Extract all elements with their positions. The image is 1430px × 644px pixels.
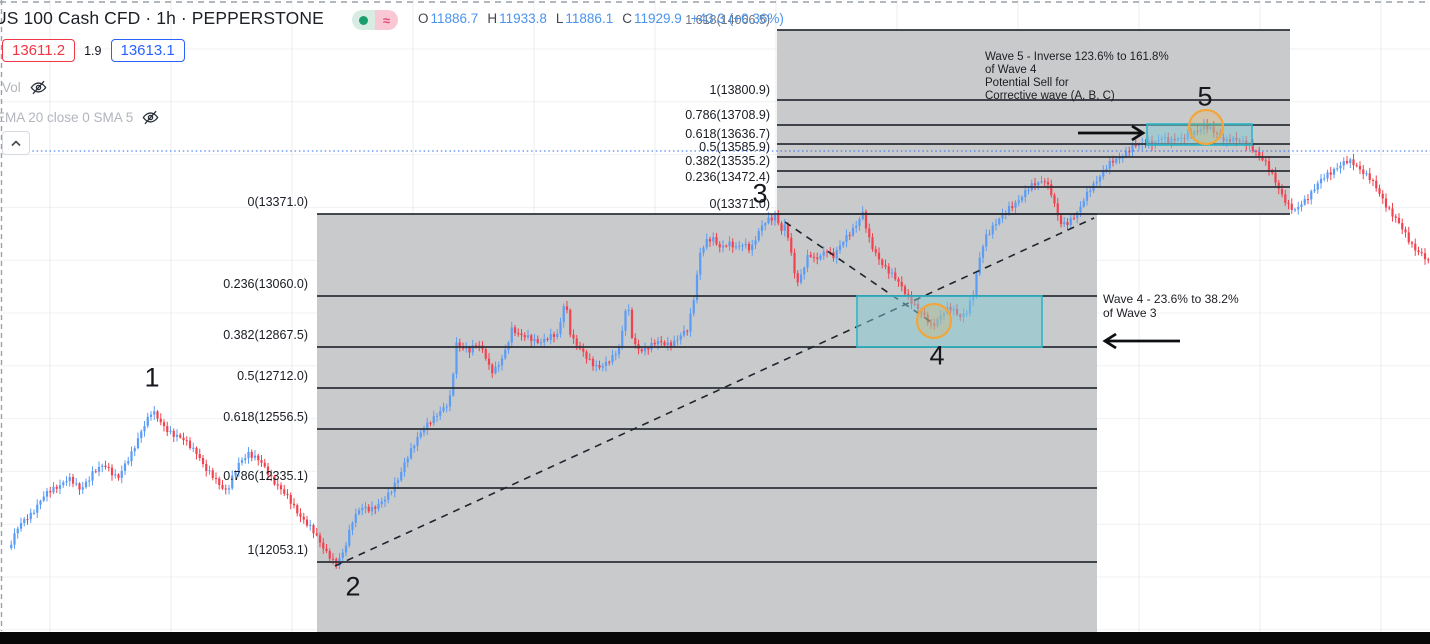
change-value: +43.3 (+0.36%): [690, 11, 784, 26]
market-open-icon: [352, 10, 375, 30]
wave-number-5[interactable]: 5: [1197, 81, 1213, 112]
wave-number-1[interactable]: 1: [144, 362, 160, 393]
quote-buttons: 13611.2 1.9 13613.1: [2, 39, 185, 62]
volume-indicator-row[interactable]: Vol: [2, 78, 48, 97]
eye-hidden-icon[interactable]: [29, 78, 48, 97]
volume-label: Vol: [2, 80, 21, 95]
wave-number-2[interactable]: 2: [345, 571, 361, 602]
fib-level-label: 0.236(13060.0): [223, 277, 308, 291]
fib-level-label: 0.786(12335.1): [223, 469, 308, 483]
low-value: 11886.1: [565, 11, 614, 26]
dashed-trendline[interactable]: [784, 221, 935, 325]
arrow-right[interactable]: [1078, 124, 1146, 142]
market-status-toggle[interactable]: ≈: [352, 10, 398, 30]
ma-label: EMA 20 close 0 SMA 5: [0, 110, 134, 125]
candlestick-series: [10, 119, 1430, 570]
fib-level-label: 0.236(13472.4): [685, 170, 770, 184]
close-value: 11929.9: [633, 11, 682, 26]
wave-number-4[interactable]: 4: [929, 340, 945, 371]
fib-level-label-overlap: 1.618(14066.5): [685, 13, 770, 27]
high-value: 11933.8: [499, 11, 547, 26]
ohlc-row: O 11886.7 H 11933.8 L 11886.1 C 11929.9 +43.…: [418, 11, 784, 26]
fib-level-label: 0.618(13636.7): [685, 127, 770, 141]
arrow-left[interactable]: [1102, 332, 1180, 350]
fib-level-label: 0.618(12556.5): [223, 410, 308, 424]
symbol-title[interactable]: US 100 Cash CFD · 1h · PEPPERSTONE: [0, 8, 324, 28]
wave4-annotation[interactable]: Wave 4 - 23.6% to 38.2% of Wave 3: [1103, 292, 1239, 320]
fib-level-label: 1(12053.1): [247, 543, 308, 557]
fib-level-label: 0(13371.0): [709, 197, 770, 211]
sell-button[interactable]: 13611.2: [2, 39, 76, 62]
wave-number-3[interactable]: 3: [752, 178, 768, 209]
fib-level-label: 0(13371.0): [247, 195, 308, 209]
chevron-up-icon: [11, 139, 21, 146]
wave5-annotation[interactable]: Wave 5 - Inverse 123.6% to 161.8% of Wav…: [985, 51, 1169, 102]
wave4-highlight[interactable]: [915, 302, 953, 340]
fib-level-label: 0.5(12712.0): [237, 369, 308, 383]
open-label: O: [418, 11, 429, 26]
eye-hidden-icon[interactable]: [141, 108, 160, 127]
low-label: L: [555, 11, 564, 26]
wave5-highlight[interactable]: [1187, 108, 1225, 146]
wave4-target-box[interactable]: [856, 295, 1043, 348]
fib-level-label: 0.786(13708.9): [685, 108, 770, 122]
fib-level-label: 0.382(13535.2): [685, 154, 770, 168]
fib-level-label: 1(13800.9): [709, 83, 770, 97]
dashed-trendline[interactable]: [334, 217, 1095, 567]
fib-level-label: 0.382(12867.5): [223, 328, 308, 342]
bottom-bar: [0, 632, 1430, 644]
close-label: C: [622, 11, 632, 26]
open-value: 11886.7: [430, 11, 479, 26]
spread-value: 1.9: [84, 43, 102, 58]
data-mode-icon: ≈: [375, 10, 398, 30]
fib-backgrounds[interactable]: [317, 30, 1290, 632]
collapse-indicators-button[interactable]: [2, 131, 30, 155]
drawings[interactable]: [334, 108, 1253, 567]
ma-indicator-row[interactable]: EMA 20 close 0 SMA 5: [0, 108, 160, 127]
buy-button[interactable]: 13613.1: [110, 39, 185, 62]
fib-level-label: 0.5(13585.9): [699, 140, 770, 154]
wave5-target-box[interactable]: [1146, 123, 1253, 146]
high-label: H: [487, 11, 498, 26]
